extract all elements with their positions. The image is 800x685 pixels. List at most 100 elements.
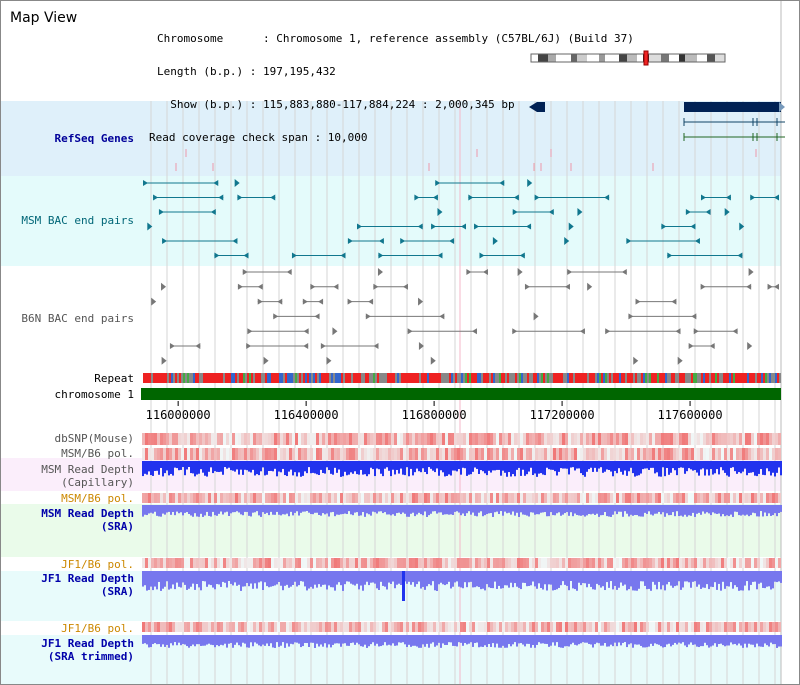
jf1-depth-sra-bar xyxy=(280,571,282,586)
msm-b6-pol-cell xyxy=(652,448,655,460)
msm-depth-capillary-bar xyxy=(538,461,540,474)
msm-b6-pol-sra-cell xyxy=(658,493,661,503)
repeat-element xyxy=(449,373,451,383)
repeat-element xyxy=(527,373,529,383)
dbsnp-cell xyxy=(511,433,514,445)
jf1-b6-pol-cell xyxy=(247,558,250,568)
jf1-depth-trim-bar xyxy=(610,635,612,645)
msm-b6-pol-sra-cell xyxy=(232,493,235,503)
jf1-b6-pol-trim-cell xyxy=(148,622,151,632)
jf1-depth-sra-bar xyxy=(202,571,204,582)
jf1-depth-sra-bar xyxy=(388,571,390,583)
msm-b6-pol-sra-cell xyxy=(679,493,682,503)
jf1-b6-pol-trim-cell xyxy=(436,622,439,632)
jf1-b6-pol-trim-cell xyxy=(253,622,256,632)
jf1-depth-sra-bar xyxy=(732,571,734,589)
jf1-b6-pol-trim-cell xyxy=(343,622,346,632)
jf1-depth-trim-bar xyxy=(572,635,574,643)
track-label-chromosome[interactable]: chromosome 1 xyxy=(54,388,134,401)
repeat-element xyxy=(669,373,671,383)
jf1-depth-sra-bar xyxy=(142,571,144,587)
msm-depth-sra-bar xyxy=(760,505,762,512)
track-label-b6n-bac[interactable]: B6N BAC end pairs xyxy=(21,312,134,325)
track-label-jf1-depth-trim[interactable]: JF1 Read Depth (SRA trimmed) xyxy=(41,637,134,663)
jf1-depth-trim-bar xyxy=(502,635,504,646)
msm-depth-sra-bar xyxy=(222,505,224,515)
jf1-depth-sra-bar xyxy=(474,571,476,588)
msm-b6-pol-cell xyxy=(418,448,421,460)
msm-b6-pol-sra-cell xyxy=(241,493,244,503)
msm-depth-capillary-bar xyxy=(398,461,400,474)
repeat-element xyxy=(495,373,497,383)
jf1-depth-trim-bar xyxy=(330,635,332,648)
track-label-dbsnp[interactable]: dbSNP(Mouse) xyxy=(54,432,134,445)
jf1-b6-pol-cell xyxy=(340,558,343,568)
msm-depth-sra-bar xyxy=(360,505,362,516)
msm-b6-pol-sra-cell xyxy=(769,493,772,503)
msm-depth-sra-bar xyxy=(186,505,188,513)
msm-depth-sra-bar xyxy=(560,505,562,516)
repeat-element xyxy=(147,373,149,383)
msm-depth-capillary-bar xyxy=(650,461,652,468)
jf1-b6-pol-trim-cell xyxy=(766,622,769,632)
jf1-b6-pol-cell xyxy=(280,558,283,568)
track-label-msm-depth-sra[interactable]: MSM Read Depth (SRA) xyxy=(41,507,134,533)
msm-bac-end xyxy=(604,194,610,201)
jf1-b6-pol-trim-cell xyxy=(169,622,172,632)
jf1-depth-sra-bar xyxy=(546,571,548,591)
repeat-element xyxy=(389,373,391,383)
msm-b6-pol-cell xyxy=(145,448,148,460)
msm-depth-capillary-bar xyxy=(720,461,722,468)
dbsnp-cell xyxy=(580,433,583,445)
msm-b6-pol-cell xyxy=(562,448,565,460)
jf1-b6-pol-cell xyxy=(769,558,772,568)
msm-depth-capillary-bar xyxy=(556,461,558,476)
msm-bac-end xyxy=(417,223,423,230)
msm-b6-pol-sra-cell xyxy=(346,493,349,503)
jf1-b6-pol-trim-cell xyxy=(562,622,565,632)
track-label-jf1-b6-pol[interactable]: JF1/B6 pol. xyxy=(61,558,134,571)
jf1-depth-trim-bar xyxy=(536,635,538,645)
track-label-repeat[interactable]: Repeat xyxy=(94,372,134,385)
msm-depth-sra-bar xyxy=(148,505,150,514)
ideogram-band xyxy=(548,54,556,62)
track-label-refseq[interactable]: RefSeq Genes xyxy=(54,132,134,145)
jf1-depth-sra-bar xyxy=(780,571,782,583)
msm-depth-sra-bar xyxy=(276,505,278,512)
repeat-element xyxy=(735,373,737,383)
msm-depth-sra-bar xyxy=(284,505,286,515)
jf1-depth-sra-bar xyxy=(756,571,758,590)
track-label-msm-bac[interactable]: MSM BAC end pairs xyxy=(21,214,134,227)
msm-depth-sra-bar xyxy=(190,505,192,516)
track-label-jf1-b6-pol-trim[interactable]: JF1/B6 pol. xyxy=(61,622,134,635)
msm-b6-pol-sra-cell xyxy=(547,493,550,503)
jf1-depth-sra-bar xyxy=(446,571,448,585)
jf1-depth-sra-bar xyxy=(150,571,152,587)
jf1-b6-pol-trim-cell xyxy=(340,622,343,632)
jf1-depth-sra-bar xyxy=(696,571,698,587)
jf1-depth-trim-bar xyxy=(728,635,730,646)
jf1-depth-sra-bar xyxy=(358,571,360,590)
repeat-element xyxy=(721,373,723,383)
jf1-b6-pol-cell xyxy=(685,558,688,568)
jf1-b6-pol-cell xyxy=(424,558,427,568)
msm-b6-pol-sra-cell xyxy=(604,493,607,503)
msm-depth-sra-bar xyxy=(768,505,770,514)
jf1-b6-pol-cell xyxy=(712,558,715,568)
msm-bac-end xyxy=(449,238,455,244)
msm-depth-sra-bar xyxy=(538,505,540,515)
jf1-depth-sra-bar xyxy=(726,571,728,587)
track-label-msm-depth-capillary[interactable]: MSM Read Depth (Capillary) xyxy=(41,463,134,489)
repeat-element xyxy=(769,373,771,383)
track-label-msm-b6-pol[interactable]: MSM/B6 pol. xyxy=(61,447,134,460)
msm-depth-sra-bar xyxy=(744,505,746,516)
b6n-bac-single-end xyxy=(748,268,754,276)
msm-b6-pol-cell xyxy=(559,448,562,460)
msm-depth-sra-bar xyxy=(144,505,146,515)
track-label-msm-b6-pol-sra[interactable]: MSM/B6 pol. xyxy=(61,492,134,505)
jf1-depth-sra-bar xyxy=(224,571,226,583)
jf1-depth-sra-bar xyxy=(326,571,328,590)
track-label-jf1-depth-sra[interactable]: JF1 Read Depth (SRA) xyxy=(41,572,134,598)
dbsnp-cell xyxy=(400,433,403,445)
